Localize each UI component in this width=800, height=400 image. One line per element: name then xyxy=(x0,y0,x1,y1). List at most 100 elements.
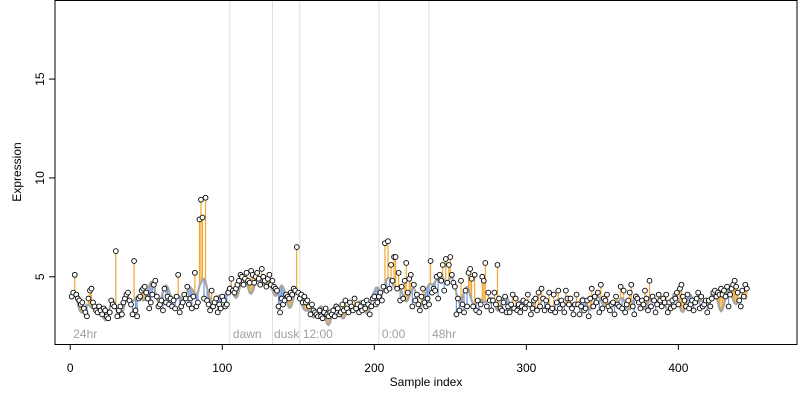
data-point xyxy=(619,305,625,312)
data-point xyxy=(307,311,314,318)
data-point xyxy=(141,283,148,290)
data-point xyxy=(567,295,574,302)
data-point xyxy=(251,279,258,286)
data-point xyxy=(386,285,393,292)
data-point xyxy=(152,277,159,284)
data-point xyxy=(158,297,165,304)
data-point xyxy=(176,309,183,316)
data-point xyxy=(102,307,109,314)
data-point xyxy=(684,291,691,298)
x-axis: 0 100 200 300 400 xyxy=(67,344,689,375)
data-point xyxy=(480,277,487,284)
data-point xyxy=(681,297,688,304)
data-point xyxy=(236,277,242,284)
data-point xyxy=(483,303,490,310)
data-point xyxy=(573,291,580,298)
data-point xyxy=(190,293,197,300)
data-point xyxy=(144,295,151,302)
data-point xyxy=(85,295,92,302)
data-point xyxy=(740,293,747,300)
data-point xyxy=(555,287,562,294)
data-point xyxy=(722,293,729,300)
data-point xyxy=(731,277,738,284)
data-point xyxy=(468,275,475,282)
data-point xyxy=(184,283,191,290)
data-points xyxy=(68,194,750,322)
data-point xyxy=(182,295,189,302)
data-point xyxy=(274,287,280,294)
data-point xyxy=(208,287,215,294)
data-point xyxy=(488,307,495,314)
data-point xyxy=(566,301,572,308)
data-point xyxy=(678,281,685,288)
data-point xyxy=(695,289,702,296)
data-point xyxy=(470,303,476,310)
data-point xyxy=(445,262,452,268)
data-point xyxy=(134,313,140,320)
data-point xyxy=(733,283,740,290)
data-point xyxy=(137,293,143,300)
x-tick-label: 100 xyxy=(212,361,232,375)
data-point xyxy=(448,271,455,278)
data-point xyxy=(552,309,559,316)
data-point xyxy=(173,293,180,300)
data-point xyxy=(588,285,595,292)
data-point xyxy=(652,309,659,316)
data-point xyxy=(579,297,586,304)
y-tick-label: 15 xyxy=(33,72,47,86)
data-point xyxy=(410,281,417,288)
x-tick-label: 0 xyxy=(67,361,74,375)
data-point xyxy=(112,248,119,254)
data-point xyxy=(561,309,568,316)
data-point xyxy=(143,289,150,296)
data-point xyxy=(213,295,220,302)
data-point xyxy=(415,301,422,308)
data-point xyxy=(84,313,90,320)
data-point xyxy=(622,309,629,316)
data-point xyxy=(707,303,714,310)
data-point xyxy=(395,269,402,276)
data-point xyxy=(563,287,569,294)
data-point xyxy=(674,289,680,296)
y-axis-title: Expression xyxy=(10,142,24,201)
data-point xyxy=(223,301,230,308)
data-point xyxy=(401,277,408,284)
data-point xyxy=(485,289,492,296)
data-point xyxy=(613,293,619,300)
data-point xyxy=(398,283,405,290)
data-point xyxy=(661,299,668,306)
data-point xyxy=(493,301,499,308)
data-point xyxy=(240,281,247,288)
data-point xyxy=(461,309,467,316)
data-point xyxy=(663,291,670,298)
data-point xyxy=(529,305,536,312)
data-point xyxy=(309,301,315,308)
data-point xyxy=(626,289,633,296)
data-point xyxy=(559,301,566,308)
data-point xyxy=(670,303,677,310)
data-point xyxy=(620,287,627,294)
data-point xyxy=(331,313,338,320)
data-point xyxy=(458,277,464,284)
data-point xyxy=(301,293,308,300)
data-point xyxy=(316,307,323,314)
data-point xyxy=(590,303,597,310)
data-point xyxy=(476,309,483,316)
data-point xyxy=(628,281,635,288)
data-point xyxy=(438,277,445,284)
data-point xyxy=(517,309,524,316)
data-point xyxy=(154,293,160,300)
data-point xyxy=(389,277,396,284)
data-point xyxy=(179,299,186,306)
x-tick-label: 400 xyxy=(668,361,688,375)
data-point xyxy=(664,309,671,316)
segment-label: 24hr xyxy=(73,327,97,341)
data-point xyxy=(471,271,478,278)
data-point xyxy=(525,291,531,298)
data-point xyxy=(441,287,448,294)
y-tick-label: 10 xyxy=(33,171,47,185)
data-point xyxy=(587,295,594,302)
data-point xyxy=(582,305,589,312)
data-point xyxy=(709,295,715,302)
data-point xyxy=(569,305,575,312)
